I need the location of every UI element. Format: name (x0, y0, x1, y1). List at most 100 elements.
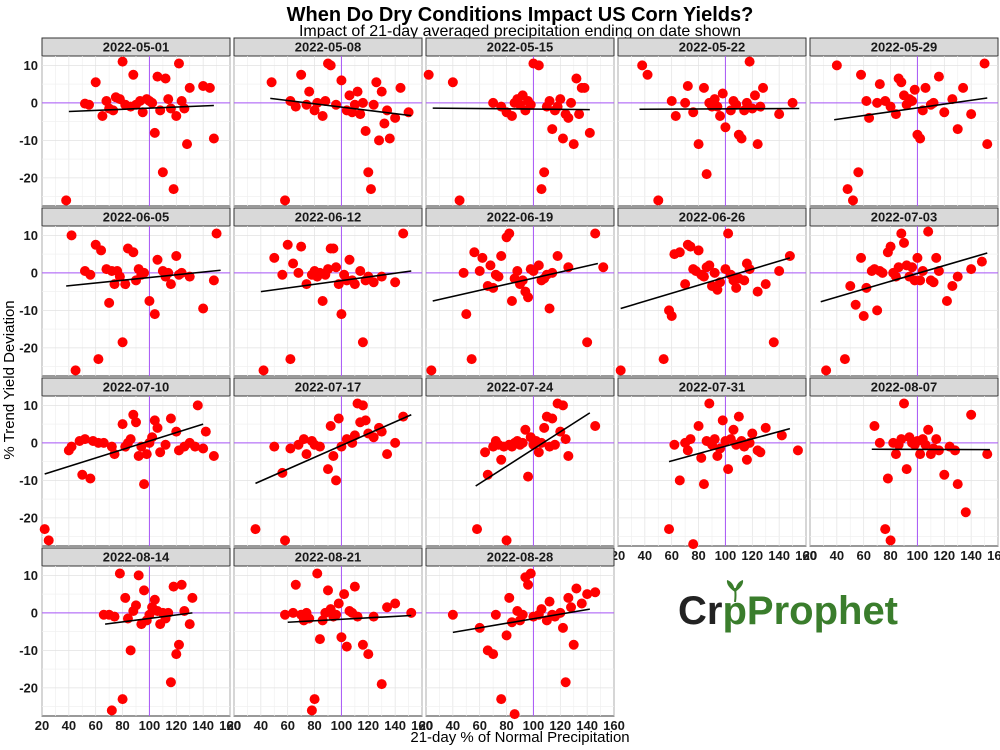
data-point (739, 105, 750, 116)
data-point (314, 441, 325, 452)
x-tick-label: 160 (411, 718, 433, 733)
data-point (517, 609, 528, 620)
data-point (874, 79, 885, 90)
trend-line (68, 104, 214, 113)
data-point (664, 524, 675, 535)
x-tick-label: 60 (664, 548, 678, 563)
data-point (760, 422, 771, 433)
data-point (285, 443, 296, 454)
trend-line (44, 423, 204, 475)
data-point (98, 437, 109, 448)
data-point (309, 105, 320, 116)
x-tick-label: 120 (549, 718, 571, 733)
y-tick-label: -10 (19, 643, 38, 658)
facet-label: 2022-06-05 (103, 210, 170, 225)
x-tick-label: 60 (856, 548, 870, 563)
data-point (982, 449, 993, 460)
data-point (344, 90, 355, 101)
data-point (301, 99, 312, 110)
data-point (574, 109, 585, 120)
data-point (709, 434, 720, 445)
data-point (723, 464, 734, 475)
data-point (931, 252, 942, 263)
data-point (877, 267, 888, 278)
x-tick-label: 140 (384, 718, 406, 733)
data-point (382, 449, 393, 460)
data-point (958, 82, 969, 93)
x-tick-label: 80 (115, 718, 129, 733)
data-point (368, 99, 379, 110)
facet-panel: 2022-08-21 20 40 60 80 100 120 140 160 (227, 547, 433, 733)
data-point (496, 251, 507, 261)
data-point (277, 269, 288, 280)
data-point (61, 195, 72, 206)
facet-label: 2022-07-10 (103, 380, 170, 395)
data-point (282, 239, 293, 250)
data-point (845, 281, 856, 291)
cropprophet-logo: CrpProphet (678, 580, 898, 633)
data-point (312, 97, 323, 108)
data-point (717, 88, 728, 99)
data-point (269, 252, 280, 263)
data-point (149, 415, 160, 426)
data-point (874, 437, 885, 448)
data-point (454, 195, 465, 206)
data-point (165, 677, 176, 688)
data-point (547, 413, 558, 424)
data-point (547, 267, 558, 278)
data-point (355, 266, 366, 276)
data-point (120, 279, 131, 290)
data-point (160, 439, 171, 450)
data-point (512, 266, 523, 276)
data-point (336, 309, 347, 320)
sprout-icon (726, 580, 744, 603)
data-point (349, 581, 360, 592)
facet-label: 2022-05-15 (487, 40, 554, 55)
facet-label: 2022-07-31 (679, 380, 746, 395)
data-point (368, 432, 379, 443)
facet-label: 2022-07-03 (871, 210, 938, 225)
data-point (896, 434, 907, 445)
data-point (544, 96, 555, 106)
data-point (590, 228, 601, 239)
x-tick-label: 140 (768, 548, 790, 563)
data-point (568, 639, 579, 650)
data-point (760, 279, 771, 290)
data-point (374, 135, 385, 146)
trend-line (668, 427, 791, 463)
y-tick-label: 0 (31, 435, 38, 450)
data-point (382, 602, 393, 613)
data-point (768, 337, 779, 348)
data-point (890, 449, 901, 460)
x-tick-label: 80 (691, 548, 705, 563)
data-point (698, 82, 709, 93)
data-point (966, 109, 977, 120)
data-point (306, 705, 317, 716)
data-point (333, 413, 344, 424)
data-point (563, 592, 574, 603)
data-point (379, 118, 390, 129)
data-point (712, 451, 723, 461)
data-point (96, 245, 107, 256)
facet-panel: 2022-07-24 (425, 377, 615, 547)
data-point (506, 111, 517, 121)
data-point (720, 122, 731, 133)
data-point (560, 677, 571, 688)
data-point (792, 445, 803, 456)
data-point (304, 86, 315, 97)
data-point (152, 71, 163, 82)
logo-text-green-2: Prophet (747, 589, 898, 633)
trend-line (432, 107, 590, 111)
data-point (477, 252, 488, 263)
logo-text-dark: Cr (678, 589, 722, 633)
data-point (501, 535, 512, 546)
data-point (176, 579, 187, 590)
data-point (723, 228, 734, 239)
data-point (493, 271, 504, 282)
data-point (390, 437, 401, 448)
data-point (752, 139, 763, 150)
x-tick-label: 100 (523, 718, 545, 733)
trend-line (287, 614, 412, 624)
